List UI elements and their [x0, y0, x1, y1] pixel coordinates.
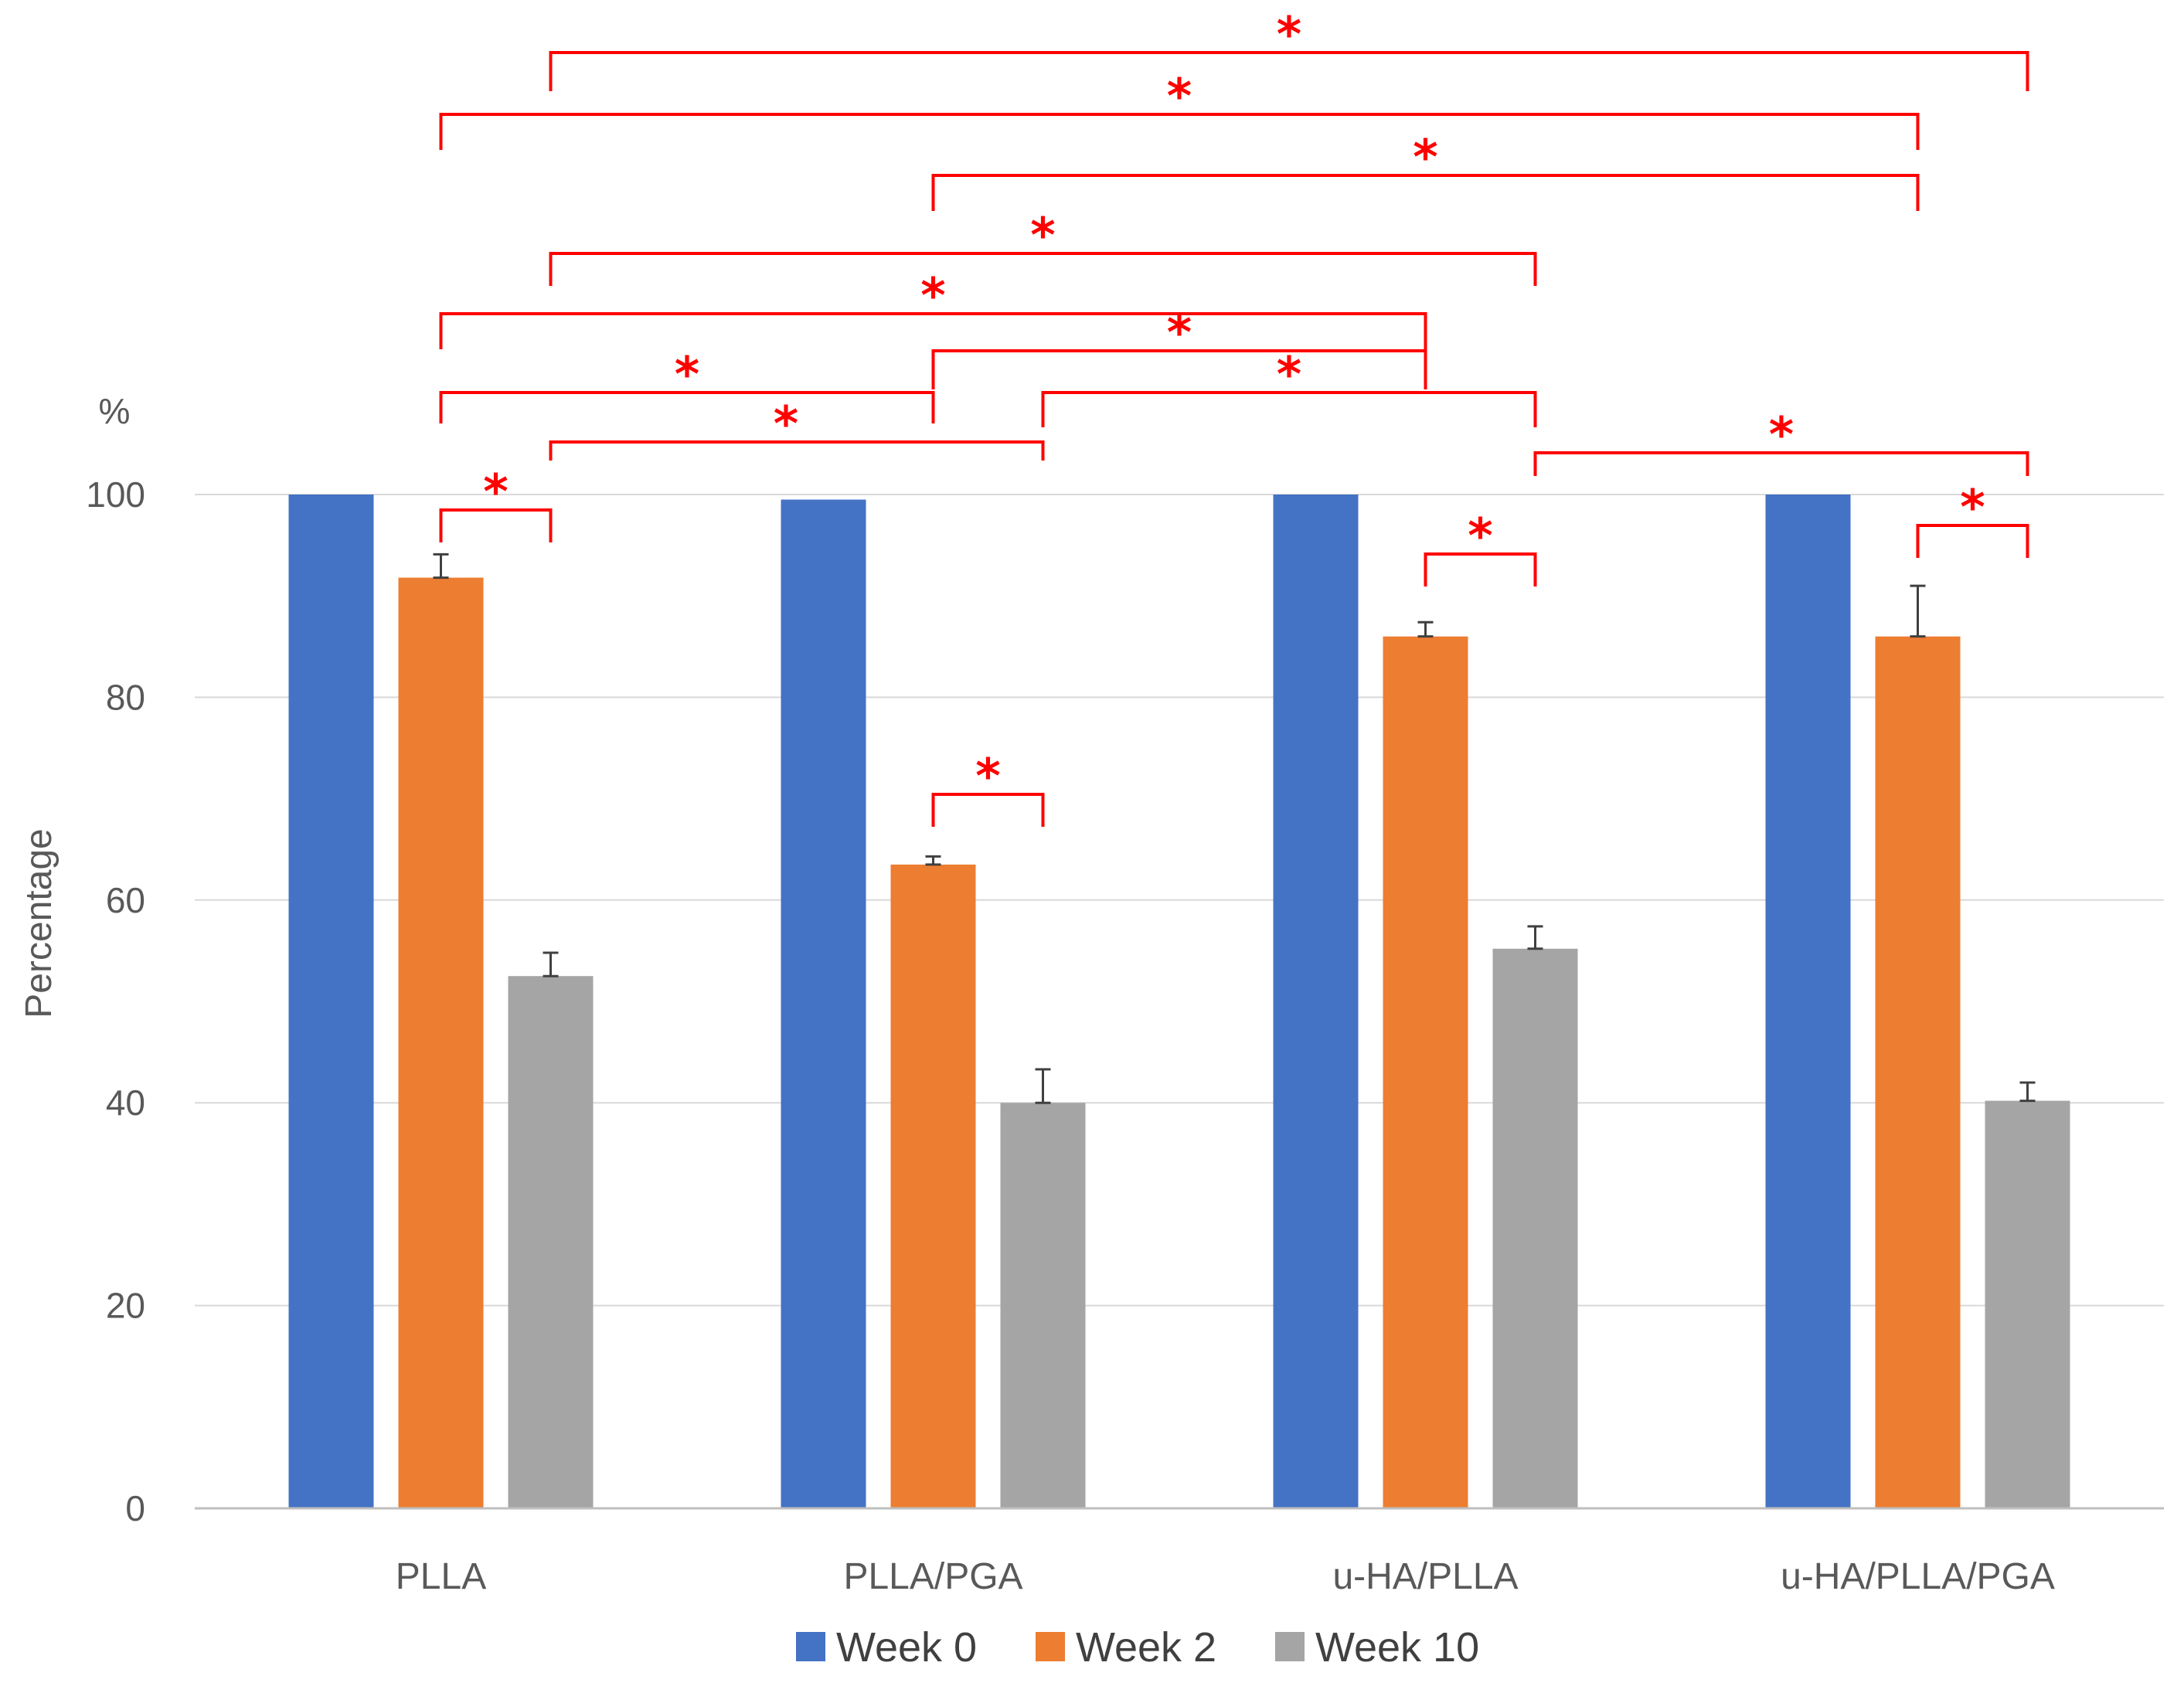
significance-brackets: ****** ********	[439, 6, 2029, 827]
significance-bracket	[439, 391, 935, 423]
y-tick-label-60: 60	[106, 880, 145, 920]
bar-week-0-u-ha-plla-pga	[1765, 495, 1851, 1508]
significance-star: *	[1960, 479, 1985, 535]
significance-star: *	[1167, 68, 1192, 124]
bar-week-2-u-ha-plla-pga	[1875, 636, 1961, 1509]
x-category-label: u-HA/PLLA/PGA	[1781, 1556, 2055, 1597]
legend-label: Week 10	[1315, 1624, 1479, 1671]
legend-swatch	[796, 1632, 825, 1661]
y-axis-unit: %	[99, 391, 131, 431]
bar-week-10-plla-pga	[1000, 1103, 1086, 1508]
significance-bracket	[1424, 552, 1537, 586]
legend: Week 0 Week 2 Week 10	[796, 1624, 1479, 1671]
legend-swatch	[1275, 1632, 1305, 1661]
significance-star: *	[1277, 6, 1301, 63]
significance-bracket	[549, 51, 2029, 91]
significance-bracket	[439, 113, 1920, 150]
bar-week-0-plla-pga	[781, 499, 866, 1508]
significance-bracket	[439, 312, 1427, 349]
bar-week-2-u-ha-plla	[1383, 636, 1468, 1509]
bar-week-10-plla	[508, 976, 594, 1508]
significance-star: *	[975, 748, 1000, 804]
significance-bracket	[931, 174, 1920, 211]
legend-swatch	[1036, 1632, 1065, 1661]
y-tick-label-40: 40	[106, 1083, 145, 1123]
significance-bracket	[439, 508, 553, 542]
bar-week-2-plla	[398, 577, 484, 1508]
x-category-label: PLLA/PGA	[843, 1556, 1022, 1597]
y-tick-label-0: 0	[125, 1488, 145, 1528]
significance-star: *	[1030, 207, 1055, 263]
significance-star: *	[483, 464, 508, 520]
y-tick-label-100: 100	[86, 474, 145, 515]
legend-label: Week 0	[836, 1624, 977, 1671]
significance-bracket	[549, 252, 1537, 286]
x-category-label: PLLA	[396, 1556, 486, 1597]
y-axis-label: Percentage	[19, 828, 60, 1018]
significance-star: *	[1769, 406, 1794, 463]
bar-week-2-plla-pga	[890, 864, 976, 1508]
y-tick-label-80: 80	[106, 677, 145, 717]
significance-star: *	[1277, 346, 1301, 403]
significance-star: *	[774, 396, 798, 452]
significance-bracket	[549, 440, 1045, 461]
y-tick-label-20: 20	[106, 1286, 145, 1326]
error-bars	[433, 552, 2036, 1104]
significance-bracket	[1916, 524, 2029, 558]
bar-week-0-plla	[288, 495, 374, 1508]
legend-label: Week 2	[1076, 1624, 1216, 1671]
significance-star: *	[675, 346, 699, 403]
bars	[288, 495, 2070, 1509]
significance-bracket	[931, 349, 1427, 389]
bar-week-10-u-ha-plla-pga	[1985, 1100, 2070, 1508]
significance-star: *	[920, 267, 945, 324]
axes: % Percentage 0 20 40 60 80 100 PLLA PLLA/PGA u-H…	[19, 391, 2164, 1597]
significance-star: *	[1413, 129, 1437, 185]
significance-bracket	[931, 793, 1045, 827]
gridlines	[195, 494, 2164, 1307]
bar-week-10-u-ha-plla	[1492, 948, 1578, 1508]
significance-star: *	[1468, 508, 1492, 564]
significance-bracket	[1533, 451, 2029, 476]
bar-week-0-u-ha-plla	[1273, 495, 1359, 1508]
x-category-label: u-HA/PLLA	[1332, 1556, 1518, 1597]
significance-bracket	[1041, 391, 1537, 427]
